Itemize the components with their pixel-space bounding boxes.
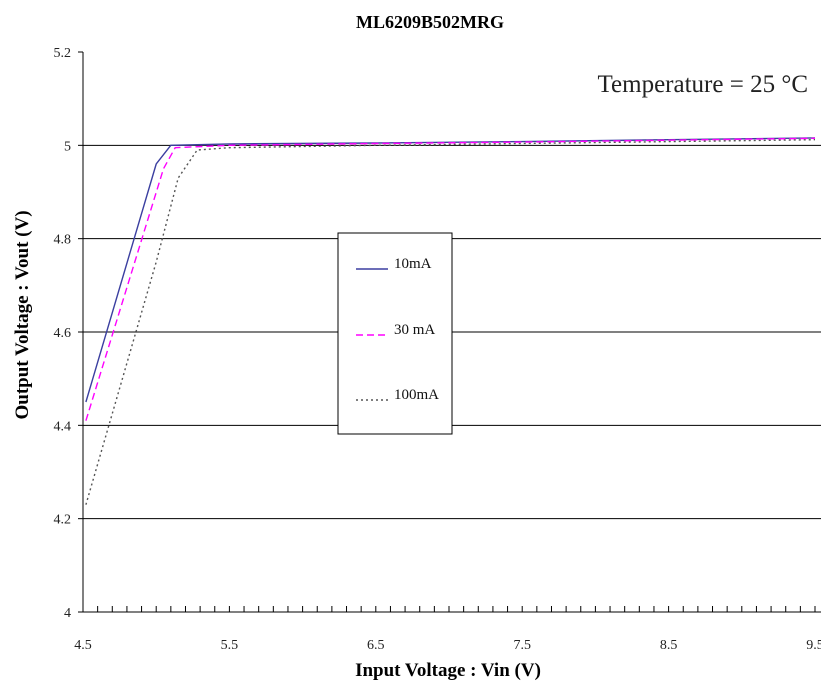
y-tick-label: 4.8 [54,233,72,248]
legend-label: 10mA [394,256,432,272]
legend-label: 100mA [394,387,439,403]
x-tick-labels: 4.5 5.5 6.5 7.5 8.5 9.5 [74,638,821,653]
y-tick-label: 4.2 [54,513,72,528]
y-tick-label: 4.6 [54,326,72,341]
x-tick-label: 8.5 [660,638,678,653]
y-tick-label: 5 [64,139,71,154]
legend-label: 30 mA [394,322,435,338]
y-axis-label: Output Voltage : Vout (V) [12,210,33,419]
series-line-0 [85,137,816,403]
y-tick-label: 5.2 [54,46,72,61]
series-line-2 [85,139,816,505]
y-tick-labels: 4 4.2 4.4 4.6 4.8 5 5.2 [54,46,72,621]
x-axis-label: Input Voltage : Vin (V) [355,660,541,681]
axes [78,51,821,613]
x-tick-label: 6.5 [367,638,385,653]
temperature-annotation: Temperature = 25 °C [598,71,808,98]
series-line-1 [85,137,816,421]
x-tick-label: 9.5 [806,638,821,653]
x-tick-label: 4.5 [74,638,92,653]
x-tick-label: 7.5 [513,638,531,653]
legend: 10mA 30 mA 100mA [337,232,453,435]
y-tick-label: 4.4 [54,419,72,434]
data-series [85,137,816,505]
chart-title: ML6209B502MRG [356,12,504,32]
x-tick-label: 5.5 [221,638,239,653]
y-tick-label: 4 [64,606,71,621]
